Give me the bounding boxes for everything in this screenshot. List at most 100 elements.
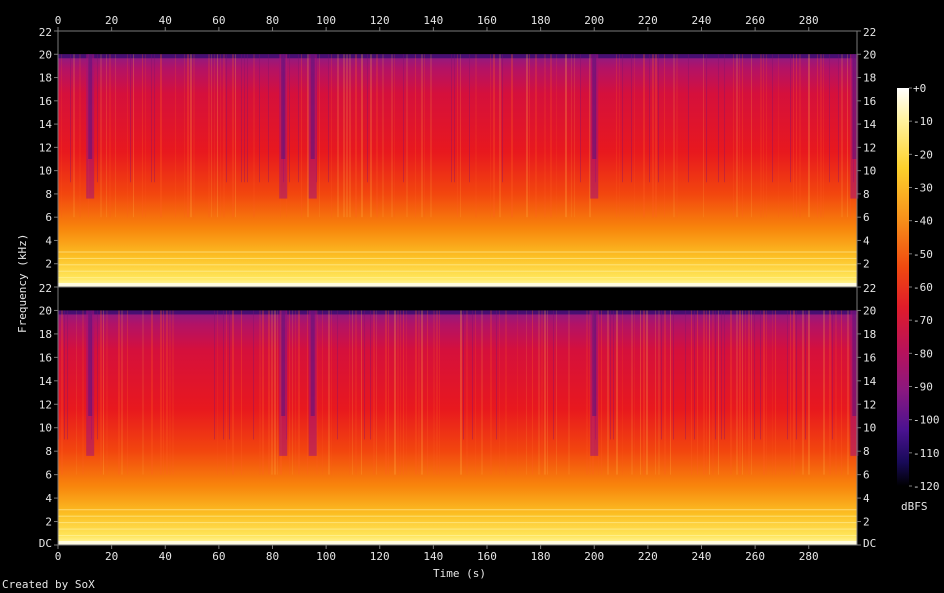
y-tick-label-left: 12 — [39, 398, 52, 411]
spectrogram-streak — [796, 54, 797, 218]
spectrogram-streak — [421, 54, 423, 218]
spectrogram-streak — [586, 310, 588, 475]
y-tick-label-right: 14 — [863, 118, 877, 131]
spectrogram-streak — [349, 310, 350, 475]
y-tick-label-left: 4 — [45, 234, 52, 247]
spectrogram-streak — [703, 310, 705, 475]
spectrogram-streak — [214, 54, 215, 218]
spectrogram-streak — [127, 54, 128, 218]
spectrogram-streak — [307, 54, 309, 218]
colorbar-tick-label: -70 — [913, 314, 933, 327]
y-tick-label-right: 22 — [863, 282, 876, 295]
spectrogram-streak — [634, 54, 635, 218]
x-tick-label-top: 120 — [370, 14, 390, 27]
spectrogram-streak — [307, 310, 308, 475]
spectrogram-streak — [115, 54, 116, 218]
spectrogram-streak — [427, 310, 428, 475]
y-tick-label-left: 18 — [39, 328, 52, 341]
y-tick-label-right: 12 — [863, 398, 876, 411]
spectrogram-streak — [376, 54, 378, 218]
spectrogram-streak — [217, 54, 218, 218]
spectrogram-band — [58, 522, 857, 524]
spectrogram-streak — [217, 310, 218, 475]
spectrogram-streak — [367, 54, 368, 183]
spectrogram-streak — [772, 54, 773, 183]
y-tick-label-left: 20 — [39, 48, 52, 61]
spectrogram-streak — [472, 310, 473, 440]
y-tick-label-right: 10 — [863, 422, 876, 435]
colorbar-tick-label: -30 — [913, 182, 933, 195]
colorbar-tick-label: -40 — [913, 215, 933, 228]
spectrogram-streak — [601, 310, 602, 475]
spectrogram-streak — [100, 54, 102, 218]
spectrogram-streak — [61, 310, 63, 475]
y-tick-label-left: 16 — [39, 351, 52, 364]
y-tick-label-right: 6 — [863, 211, 870, 224]
y-tick-label-left: 20 — [39, 304, 52, 317]
spectrogram-streak — [652, 54, 654, 218]
x-tick-label-top: 180 — [531, 14, 551, 27]
spectrogram-streak — [616, 310, 618, 475]
spectrogram-band — [58, 535, 857, 537]
spectrogram-streak — [718, 54, 719, 183]
spectrogram-streak — [406, 310, 407, 475]
y-tick-label-left: 22 — [39, 26, 52, 39]
spectrogram-streak — [634, 310, 635, 475]
spectrogram-streak — [208, 54, 210, 218]
spectrogram-streak — [703, 54, 704, 218]
spectrogram-streak — [337, 54, 339, 218]
spectrogram-streak — [490, 54, 491, 218]
spectrogram-streak — [151, 310, 153, 475]
spectrogram-band — [58, 270, 857, 272]
spectrogram-streak — [766, 54, 767, 218]
spectrogram-streak — [343, 54, 345, 218]
spectrogram-panel-body — [58, 310, 857, 545]
spectrogram-streak — [223, 54, 225, 218]
x-tick-label-top: 260 — [745, 14, 765, 27]
y-tick-label-right: 20 — [863, 48, 876, 61]
y-tick-label-left: 14 — [39, 375, 53, 388]
spectrogram-streak — [394, 310, 396, 475]
spectrogram-streak — [544, 310, 546, 475]
y-tick-label-left: 2 — [45, 258, 52, 271]
spectrogram-streak — [712, 310, 714, 475]
spectrogram-streak — [73, 54, 75, 218]
spectrogram-streak — [361, 54, 363, 218]
spectrogram-streak — [130, 54, 131, 183]
colorbar-tick-label: -60 — [913, 281, 933, 294]
x-tick-label-top: 40 — [159, 14, 172, 27]
spectrogram-streak — [808, 54, 810, 218]
credit-text: Created by SoX — [2, 578, 95, 591]
spectrogram-streak — [631, 54, 632, 183]
spectrogram-streak — [580, 54, 581, 183]
spectrogram-band — [58, 257, 857, 259]
x-tick-label-bottom: 260 — [745, 550, 765, 563]
spectrogram-streak — [316, 310, 318, 475]
spectrogram-streak — [751, 310, 752, 475]
spectrogram-panel-body — [58, 54, 857, 287]
y-tick-label-right: 10 — [863, 165, 876, 178]
y-tick-label-right: 20 — [863, 304, 876, 317]
spectrogram-streak — [511, 54, 513, 218]
spectrogram-dip — [592, 310, 597, 416]
spectrogram-streak — [106, 310, 108, 475]
spectrogram-streak — [655, 54, 657, 218]
x-tick-label-top: 100 — [316, 14, 336, 27]
spectrogram-streak — [253, 310, 254, 440]
spectrogram-top-fringe — [58, 54, 857, 59]
y-tick-label-right: 18 — [863, 72, 876, 85]
spectrogram-streak — [763, 310, 765, 475]
x-tick-label-top: 60 — [212, 14, 225, 27]
spectrogram-streak — [646, 310, 648, 475]
spectrogram-streak — [829, 54, 830, 183]
spectrogram-streak — [469, 54, 470, 183]
x-tick-label-bottom: 120 — [370, 550, 390, 563]
spectrogram-streak — [391, 54, 393, 218]
x-tick-label-bottom: 240 — [692, 550, 712, 563]
spectrogram-streak — [67, 310, 68, 440]
spectrogram-streak — [613, 310, 614, 440]
x-tick-label-top: 280 — [799, 14, 819, 27]
spectrogram-streak — [160, 310, 162, 475]
colorbar-tick-label: +0 — [913, 82, 926, 95]
spectrogram-streak — [64, 310, 65, 440]
